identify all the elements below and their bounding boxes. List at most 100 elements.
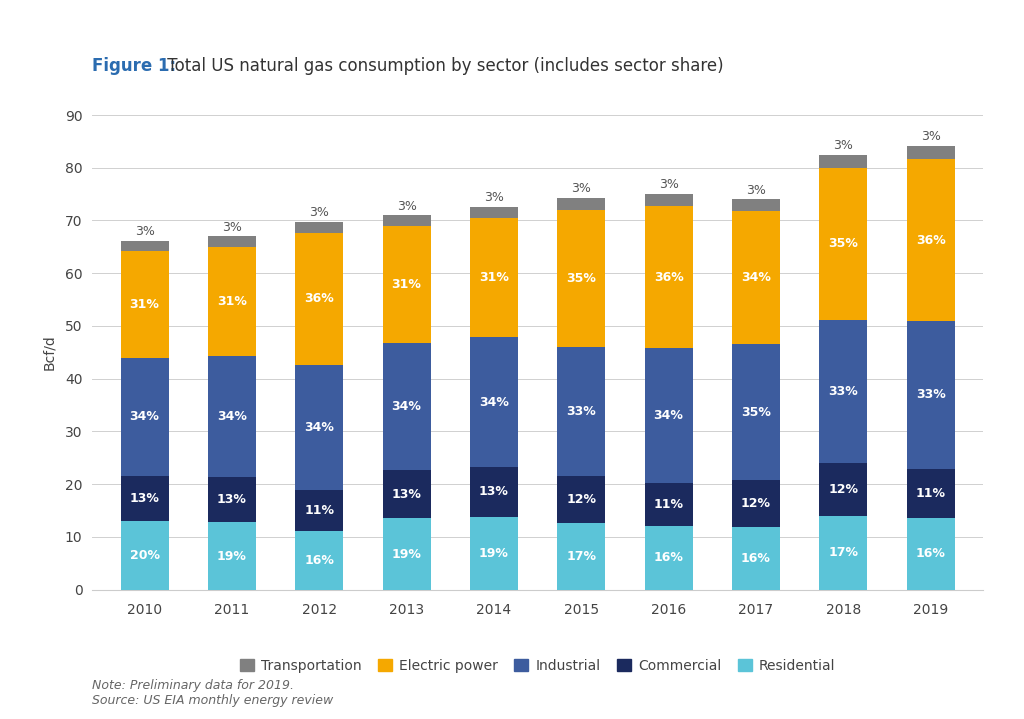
Text: 11%: 11% xyxy=(915,487,945,500)
Bar xyxy=(906,469,954,518)
Bar xyxy=(208,523,256,590)
Text: 3%: 3% xyxy=(396,200,417,213)
Text: 16%: 16% xyxy=(304,554,334,567)
Text: 13%: 13% xyxy=(479,485,509,498)
Text: 16%: 16% xyxy=(741,552,771,565)
Bar xyxy=(644,194,692,206)
Bar xyxy=(557,209,605,347)
Bar xyxy=(557,476,605,523)
Bar xyxy=(906,518,954,590)
Bar xyxy=(819,320,867,464)
Bar xyxy=(383,518,431,590)
Text: 3%: 3% xyxy=(134,225,155,238)
Text: 35%: 35% xyxy=(741,406,771,418)
Bar xyxy=(819,464,867,516)
Text: 35%: 35% xyxy=(566,272,596,285)
Bar xyxy=(383,470,431,518)
Bar xyxy=(208,237,256,247)
Bar xyxy=(732,480,780,527)
Bar xyxy=(295,531,343,590)
Text: 34%: 34% xyxy=(479,395,509,408)
Text: 19%: 19% xyxy=(217,549,247,562)
Bar xyxy=(906,146,954,160)
Text: 17%: 17% xyxy=(566,550,596,563)
Bar xyxy=(470,467,518,517)
Text: 35%: 35% xyxy=(828,237,858,250)
Text: 11%: 11% xyxy=(653,498,684,511)
Bar xyxy=(557,347,605,476)
Bar xyxy=(732,199,780,211)
Bar xyxy=(470,337,518,467)
Bar xyxy=(819,155,867,168)
Bar xyxy=(208,357,256,477)
Text: Total US natural gas consumption by sector (includes sector share): Total US natural gas consumption by sect… xyxy=(162,58,723,75)
Bar xyxy=(557,198,605,209)
Text: 16%: 16% xyxy=(915,547,945,560)
Bar xyxy=(819,168,867,320)
Bar xyxy=(644,348,692,483)
Y-axis label: Bcf/d: Bcf/d xyxy=(42,334,56,370)
Bar xyxy=(295,232,343,365)
Bar xyxy=(208,247,256,357)
Text: 36%: 36% xyxy=(304,293,334,306)
Text: 3%: 3% xyxy=(658,178,679,191)
Bar xyxy=(470,207,518,219)
Text: 31%: 31% xyxy=(391,278,422,291)
Bar xyxy=(819,516,867,590)
Bar xyxy=(383,342,431,470)
Text: 12%: 12% xyxy=(828,483,858,496)
Bar xyxy=(470,517,518,590)
Text: 33%: 33% xyxy=(566,405,596,418)
Text: 12%: 12% xyxy=(741,498,771,510)
Bar xyxy=(383,226,431,342)
Text: 34%: 34% xyxy=(217,410,247,423)
Bar xyxy=(906,321,954,469)
Text: 36%: 36% xyxy=(915,234,945,247)
Bar xyxy=(121,241,169,251)
Text: 12%: 12% xyxy=(566,493,596,506)
Text: 3%: 3% xyxy=(309,206,329,219)
Text: Figure 1:: Figure 1: xyxy=(92,58,176,75)
Text: 31%: 31% xyxy=(217,296,247,308)
Text: 31%: 31% xyxy=(479,271,509,284)
Bar xyxy=(644,483,692,526)
Text: 20%: 20% xyxy=(130,549,160,562)
Text: 3%: 3% xyxy=(921,130,941,143)
Bar xyxy=(208,477,256,523)
Text: 3%: 3% xyxy=(571,182,591,195)
Text: 13%: 13% xyxy=(217,493,247,506)
Text: 3%: 3% xyxy=(834,139,853,152)
Bar xyxy=(121,475,169,521)
Legend: Transportation, Electric power, Industrial, Commercial, Residential: Transportation, Electric power, Industri… xyxy=(234,654,841,679)
Bar xyxy=(470,219,518,337)
Bar xyxy=(121,251,169,358)
Text: 17%: 17% xyxy=(828,546,858,559)
Bar xyxy=(121,521,169,590)
Text: 34%: 34% xyxy=(130,411,160,423)
Text: 31%: 31% xyxy=(130,298,160,311)
Text: 34%: 34% xyxy=(391,400,422,413)
Text: 13%: 13% xyxy=(130,492,160,505)
Text: 11%: 11% xyxy=(304,504,334,517)
Text: 3%: 3% xyxy=(484,191,504,204)
Text: 13%: 13% xyxy=(391,487,422,500)
Text: 19%: 19% xyxy=(479,546,509,559)
Bar xyxy=(557,523,605,590)
Text: 34%: 34% xyxy=(653,409,684,422)
Bar xyxy=(295,365,343,490)
Bar xyxy=(121,358,169,475)
Bar xyxy=(732,211,780,344)
Text: 19%: 19% xyxy=(391,547,422,561)
Text: 3%: 3% xyxy=(746,184,766,197)
Bar xyxy=(732,527,780,590)
Bar xyxy=(906,160,954,321)
Text: 33%: 33% xyxy=(915,388,945,401)
Bar xyxy=(644,526,692,590)
Text: 34%: 34% xyxy=(304,421,334,434)
Text: 3%: 3% xyxy=(222,221,242,234)
Bar xyxy=(295,490,343,531)
Bar xyxy=(644,206,692,349)
Bar xyxy=(732,344,780,480)
Text: 33%: 33% xyxy=(828,385,858,398)
Text: 36%: 36% xyxy=(653,270,683,284)
